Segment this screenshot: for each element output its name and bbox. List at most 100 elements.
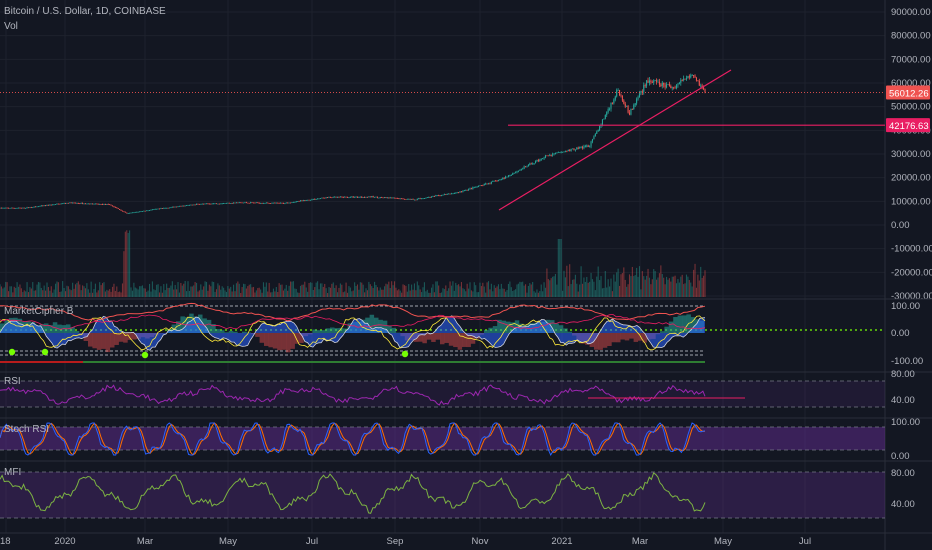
candle-body [210, 203, 212, 205]
candle-body [285, 202, 287, 204]
candle-body [217, 203, 219, 205]
candle-body [37, 206, 40, 208]
candle-body [426, 197, 428, 199]
mcb-money-flow [426, 333, 432, 340]
candle-body [386, 197, 388, 199]
volume-bar [571, 279, 574, 297]
candle-body [126, 212, 128, 214]
volume-bar [292, 281, 294, 297]
volume-bar [156, 284, 158, 297]
candle-body [23, 207, 25, 209]
candle-body [633, 104, 635, 110]
candle-body [560, 152, 562, 153]
volume-bar [596, 276, 598, 297]
candle-body [241, 202, 243, 204]
candle-body [204, 203, 206, 205]
volume-bar [284, 288, 286, 297]
candle-body [2, 207, 4, 209]
volume-bar [563, 270, 565, 297]
mcb-money-flow [268, 333, 273, 348]
rsi-legend[interactable]: RSI [4, 376, 21, 387]
volume-bar [207, 290, 209, 297]
candle-body [167, 207, 169, 209]
candle-body [368, 196, 370, 198]
volume-bar [450, 285, 453, 297]
volume-bar [515, 289, 517, 297]
volume-bar [359, 282, 361, 297]
volume-legend[interactable]: Vol [4, 21, 18, 32]
volume-bar [136, 288, 138, 297]
candle-body [516, 171, 518, 173]
volume-bar [640, 289, 642, 297]
candle-body [156, 208, 158, 210]
volume-bar [36, 284, 38, 297]
candle-body [678, 82, 680, 85]
candle-body [240, 202, 242, 204]
volume-bar [529, 283, 531, 297]
volume-bar [610, 278, 612, 297]
candle-body [643, 85, 645, 92]
candle-body [553, 153, 555, 155]
volume-bar [392, 285, 394, 297]
candle-body [502, 178, 504, 180]
volume-bar [539, 291, 541, 297]
volume-bar [532, 281, 534, 297]
candle-body [687, 76, 689, 79]
candle-body [66, 202, 68, 204]
candle-body [144, 210, 146, 212]
volume-bar [66, 285, 68, 297]
candle-body [623, 100, 625, 104]
candle-body [230, 203, 232, 204]
volume-bar [305, 287, 307, 297]
volume-bar [378, 290, 380, 297]
candle-body [308, 199, 310, 201]
candle-body [251, 202, 253, 204]
candle-body [490, 181, 492, 184]
volume-bar [220, 289, 222, 297]
candle-body [601, 119, 604, 125]
candle-body [587, 145, 589, 147]
mcb-money-flow [462, 333, 467, 347]
candle-body [566, 150, 568, 152]
candle-body [315, 199, 317, 200]
candle-body [660, 84, 662, 86]
candle-body [282, 203, 284, 204]
volume-bar [647, 268, 649, 297]
candle-body [134, 211, 136, 213]
volume-bar [197, 291, 199, 297]
volume-bar [104, 291, 106, 297]
mcb-legend[interactable]: MarketCipher B [4, 306, 74, 317]
volume-bar [111, 286, 114, 297]
volume-bar [477, 292, 480, 297]
candle-body [157, 208, 159, 210]
stoch-d-line [0, 422, 706, 456]
volume-bar [23, 290, 25, 297]
volume-bar [366, 290, 369, 297]
mcb-money-flow [316, 330, 322, 333]
candle-body [47, 204, 49, 206]
mfi-legend[interactable]: MFI [4, 467, 22, 478]
volume-bar [73, 288, 75, 297]
volume-bar [158, 292, 161, 297]
candle-body [324, 197, 326, 199]
volume-bar [552, 276, 554, 297]
symbol-legend[interactable]: Bitcoin / U.S. Dollar, 1D, COINBASE [4, 6, 166, 17]
volume-bar [231, 291, 233, 297]
mcb-money-flow [118, 333, 124, 342]
stoch-rsi-legend[interactable]: Stoch RSI [4, 424, 50, 435]
volume-bar [618, 285, 621, 297]
mcb-money-flow [418, 333, 423, 342]
candle-body [356, 196, 359, 198]
mcb-money-flow [690, 317, 696, 333]
volume-bar [402, 284, 404, 297]
volume-bar [341, 284, 343, 297]
candle-body [413, 199, 416, 201]
volume-bar [386, 284, 388, 297]
candle-body [563, 151, 565, 153]
volume-bar [468, 288, 470, 297]
volume-bar [678, 282, 680, 297]
volume-bar [146, 291, 148, 297]
volume-bar [227, 286, 229, 297]
candle-body [274, 202, 276, 204]
